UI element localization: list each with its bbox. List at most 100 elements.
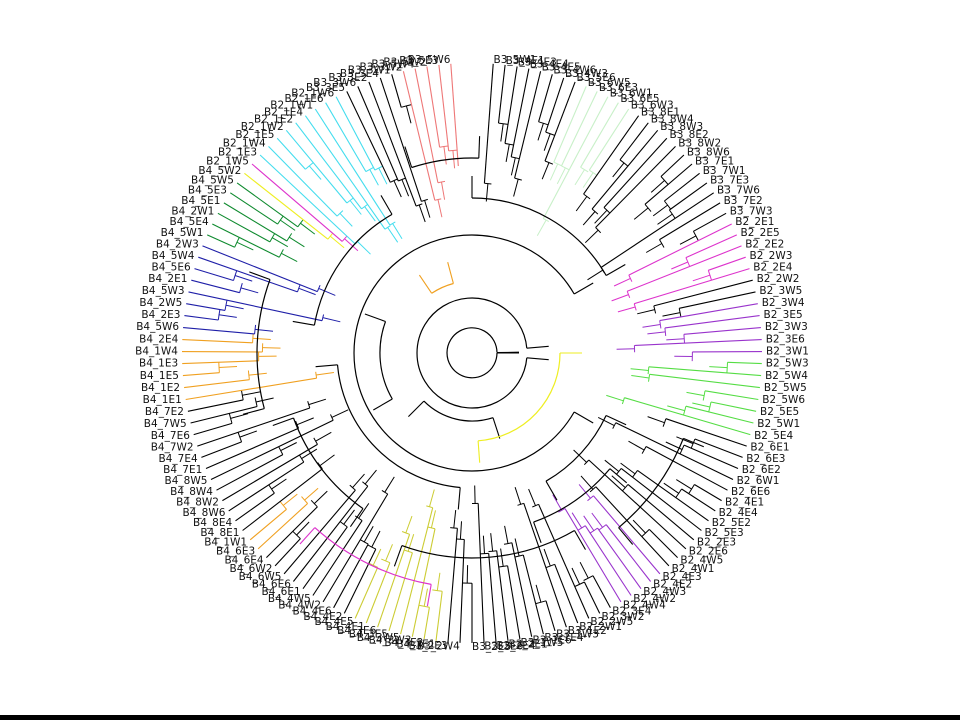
leaf-label: B2_4E4: [719, 507, 758, 519]
leaf-label: B4_4E2: [303, 611, 342, 623]
leaf-branch: [193, 422, 233, 436]
leaf-label: B3_3W1: [348, 65, 391, 77]
internal-branch: [240, 287, 259, 294]
leaf-branch: [259, 154, 356, 245]
leaf-label: B4_4E6: [293, 605, 332, 617]
leaf-label: B2_6W1: [737, 475, 780, 487]
internal-branch: [372, 548, 382, 566]
leaf-branch: [564, 508, 622, 603]
clade-arc: [401, 529, 575, 559]
leaf-label: B2_4W5: [680, 554, 723, 566]
clade-connector: [543, 218, 550, 223]
leaf-branch: [377, 534, 411, 628]
leaf-label: B4_8W2: [176, 497, 219, 509]
clade-spoke: [242, 408, 265, 415]
internal-branch: [405, 515, 413, 534]
internal-branch: [418, 204, 426, 223]
internal-branch: [611, 294, 629, 302]
clade-connector: [621, 397, 625, 405]
leaf-branch: [511, 542, 533, 637]
leaf-label: B3_2E6: [484, 641, 523, 653]
internal-branch: [357, 241, 371, 255]
internal-branch: [378, 167, 388, 185]
leaf-label: B4_7E2: [145, 406, 184, 418]
leaf-label: B2_2W2: [757, 273, 800, 285]
internal-branch: [666, 338, 685, 341]
leaf-branch: [223, 202, 288, 242]
leaf-label: B3_3E2: [328, 72, 367, 84]
leaf-label: B3_1E4: [544, 632, 583, 644]
leaf-label: B4_8W5: [165, 475, 208, 487]
internal-branch: [296, 417, 314, 426]
leaf-branch: [545, 600, 556, 632]
leaf-label: B4_6E4: [224, 554, 263, 566]
internal-branch: [500, 123, 504, 142]
leaf-label: B2_1E2: [254, 114, 293, 126]
leaf-branch: [314, 108, 391, 226]
leaf-label: B2_1W1: [270, 100, 313, 112]
leaf-branch: [426, 66, 441, 148]
clade-spoke: [526, 345, 549, 349]
leaf-label: B4_4E5: [314, 616, 353, 628]
clade-spoke: [249, 271, 271, 281]
leaf-branch: [302, 526, 348, 590]
clade-spoke: [477, 440, 481, 463]
leaf-branch: [664, 172, 700, 202]
leaf-branch: [694, 484, 722, 502]
clade-arc: [353, 234, 575, 472]
leaf-branch: [276, 137, 306, 170]
leaf-label: B3_6W5: [588, 77, 631, 89]
leaf-label: B3_6W1: [610, 87, 653, 99]
leaf-label: B2_1W6: [291, 87, 334, 99]
leaf-label: B4_8E1: [200, 527, 239, 539]
internal-branch: [363, 526, 374, 543]
leaf-label: B2_6E6: [731, 486, 770, 498]
leaf-label: B2_3E4: [612, 605, 651, 617]
internal-branch: [628, 440, 645, 451]
leaf-branch: [368, 81, 417, 207]
leaf-label: B3_3E5: [306, 82, 345, 94]
internal-branch: [262, 347, 281, 349]
internal-branch: [647, 331, 666, 335]
internal-branch: [582, 172, 594, 188]
internal-branch: [692, 274, 711, 282]
leaf-label: B2_4W3: [643, 586, 686, 598]
leaf-branch: [186, 303, 226, 311]
leaf-label: B4_1W1: [204, 536, 247, 548]
leaf-branch: [400, 507, 434, 635]
internal-branch: [443, 146, 447, 165]
internal-branch: [671, 261, 689, 270]
internal-branch: [352, 473, 365, 488]
internal-branch: [513, 178, 519, 197]
internal-branch: [230, 413, 249, 419]
internal-branch: [255, 397, 274, 403]
internal-branch: [514, 487, 522, 505]
internal-branch: [218, 366, 238, 368]
clade-arc: [545, 415, 607, 482]
leaf-branch: [183, 327, 255, 335]
leaf-label: B4_3E6: [337, 625, 376, 637]
internal-branch: [282, 493, 298, 506]
leaf-label: B3_4W6: [553, 65, 596, 77]
internal-branch: [637, 309, 655, 315]
clade-arc: [416, 297, 528, 409]
internal-branch: [329, 235, 345, 249]
leaf-label: B2_1E5: [235, 129, 274, 141]
leaf-label: B2_2E4: [753, 262, 792, 274]
leaf-branch: [600, 192, 715, 268]
internal-branch: [430, 510, 436, 529]
leaf-label: B4_3E5: [349, 629, 388, 641]
leaf-branch: [438, 64, 450, 151]
leaf-branch: [184, 379, 250, 389]
leaf-branch: [504, 66, 518, 144]
leaf-label: B3_8E2: [670, 129, 709, 141]
leaf-label: B4_5E3: [188, 185, 227, 197]
leaf-branch: [554, 564, 579, 624]
internal-branch: [645, 243, 663, 253]
leaf-label: B2_1W5: [206, 155, 249, 167]
leaf-branch: [624, 397, 751, 436]
leaf-label: B3_7W3: [730, 205, 773, 217]
internal-branch: [280, 442, 297, 452]
leaf-branch: [649, 373, 760, 389]
leaf-branch: [580, 102, 619, 168]
